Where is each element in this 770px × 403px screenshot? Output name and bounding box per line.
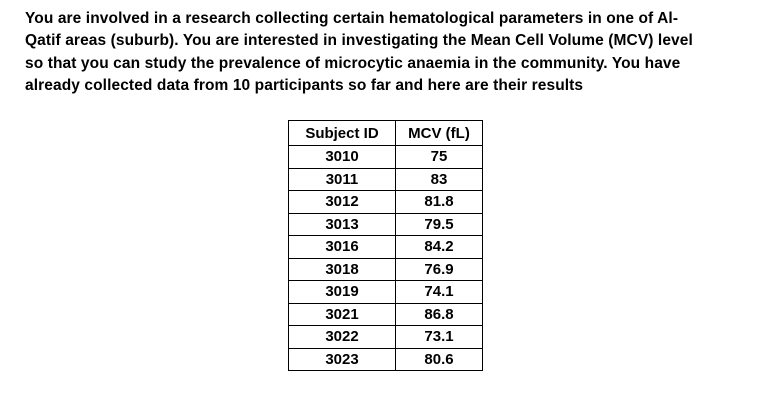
table-row: 3021 86.8 — [288, 302, 483, 326]
subject-id-cell: 3016 — [288, 235, 396, 259]
mcv-value-cell: 86.8 — [395, 302, 483, 326]
subject-id-cell: 3019 — [288, 280, 396, 304]
subject-id-cell: 3012 — [288, 190, 396, 214]
hematology-data-table: Subject ID MCV (fL) 3010 75 3011 83 3012… — [288, 120, 483, 371]
subject-id-cell: 3011 — [288, 167, 396, 191]
mcv-value-cell: 73.1 — [395, 325, 483, 349]
mcv-value-cell: 81.8 — [395, 190, 483, 214]
subject-id-cell: 3023 — [288, 347, 396, 371]
table-row: 3022 73.1 — [288, 325, 483, 349]
paragraph-line: You are involved in a research collectin… — [25, 10, 679, 27]
table-header-row: Subject ID MCV (fL) — [288, 120, 483, 146]
subject-id-cell: 3022 — [288, 325, 396, 349]
mcv-value-cell: 80.6 — [395, 347, 483, 371]
table-row: 3016 84.2 — [288, 235, 483, 259]
mcv-value-cell: 84.2 — [395, 235, 483, 259]
table-row: 3018 76.9 — [288, 257, 483, 281]
subject-id-cell: 3013 — [288, 212, 396, 236]
paragraph-line: Qatif areas (suburb). You are interested… — [25, 32, 693, 50]
subject-id-cell: 3010 — [288, 145, 396, 169]
mcv-value-cell: 74.1 — [395, 280, 483, 304]
paragraph-line: already collected data from 10 participa… — [25, 77, 584, 95]
table-row: 3012 81.8 — [288, 190, 483, 214]
mcv-value-cell: 75 — [395, 145, 483, 169]
table-row: 3011 83 — [288, 167, 483, 191]
table-row: 3023 80.6 — [288, 347, 483, 371]
table-row: 3019 74.1 — [288, 280, 483, 304]
mcv-value-cell: 76.9 — [395, 257, 483, 281]
subject-id-cell: 3018 — [288, 257, 396, 281]
table-row: 3010 75 — [288, 145, 483, 169]
mcv-value-cell: 79.5 — [395, 212, 483, 236]
table-row: 3013 79.5 — [288, 212, 483, 236]
table-header-subject-id: Subject ID — [288, 120, 396, 146]
paragraph-line: so that you can study the prevalence of … — [25, 54, 681, 72]
table-header-mcv: MCV (fL) — [395, 120, 483, 146]
subject-id-cell: 3021 — [288, 302, 396, 326]
intro-paragraph: You are involved in a research collectin… — [25, 8, 755, 98]
mcv-value-cell: 83 — [395, 167, 483, 191]
